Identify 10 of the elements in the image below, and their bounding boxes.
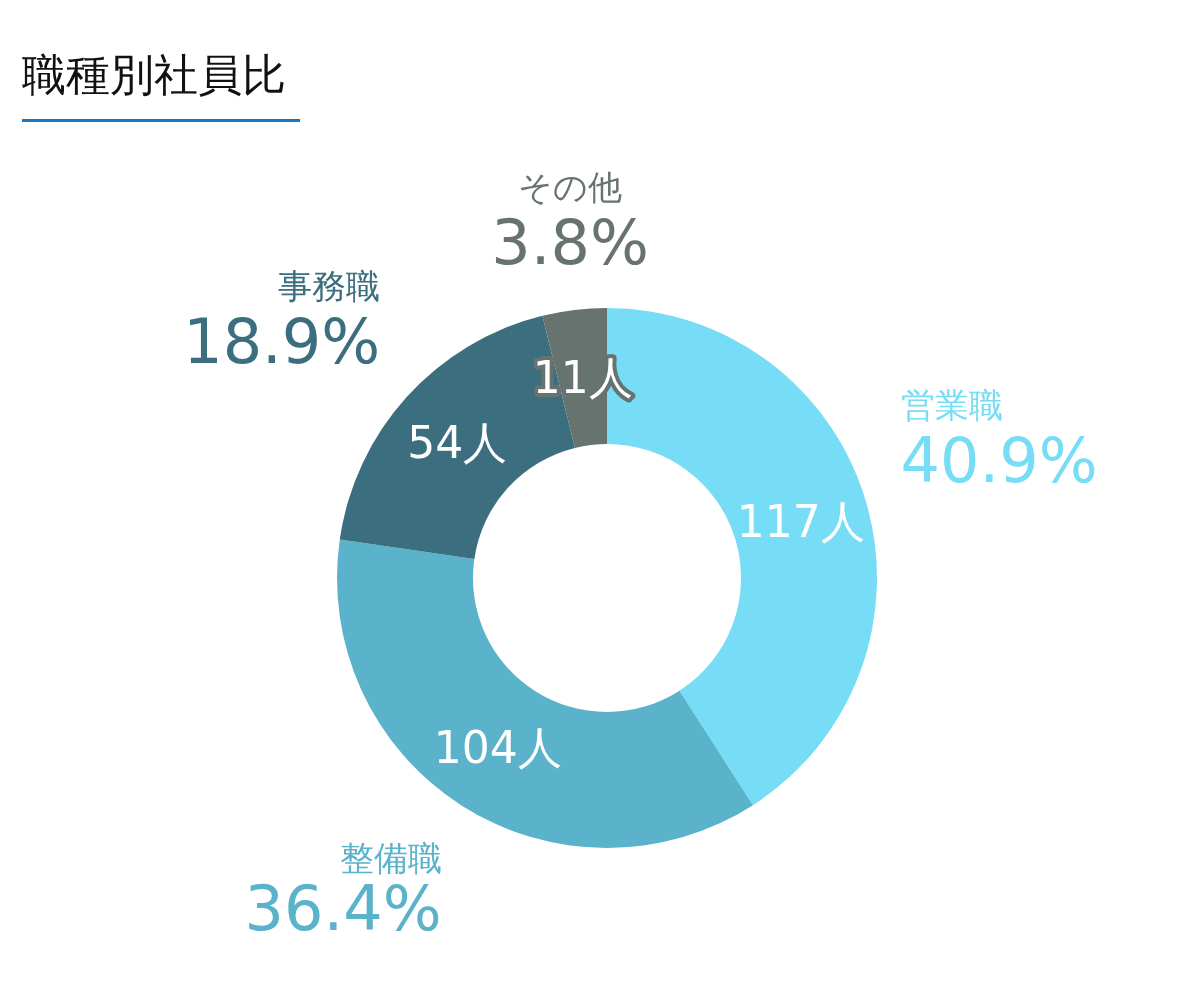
data-label: 117人 (736, 495, 865, 547)
text: 18.9% (183, 304, 381, 378)
chart-title: 職種別社員比 (22, 46, 300, 122)
slice-label: 営業職 (900, 384, 1003, 425)
slice-label: 事務職 (278, 265, 381, 306)
data-label: 54人 (407, 416, 508, 468)
slice-label: その他 (518, 167, 623, 208)
data-label: 104人 (433, 722, 562, 774)
text: 3.8% (491, 206, 649, 280)
text: 40.9% (900, 423, 1098, 497)
